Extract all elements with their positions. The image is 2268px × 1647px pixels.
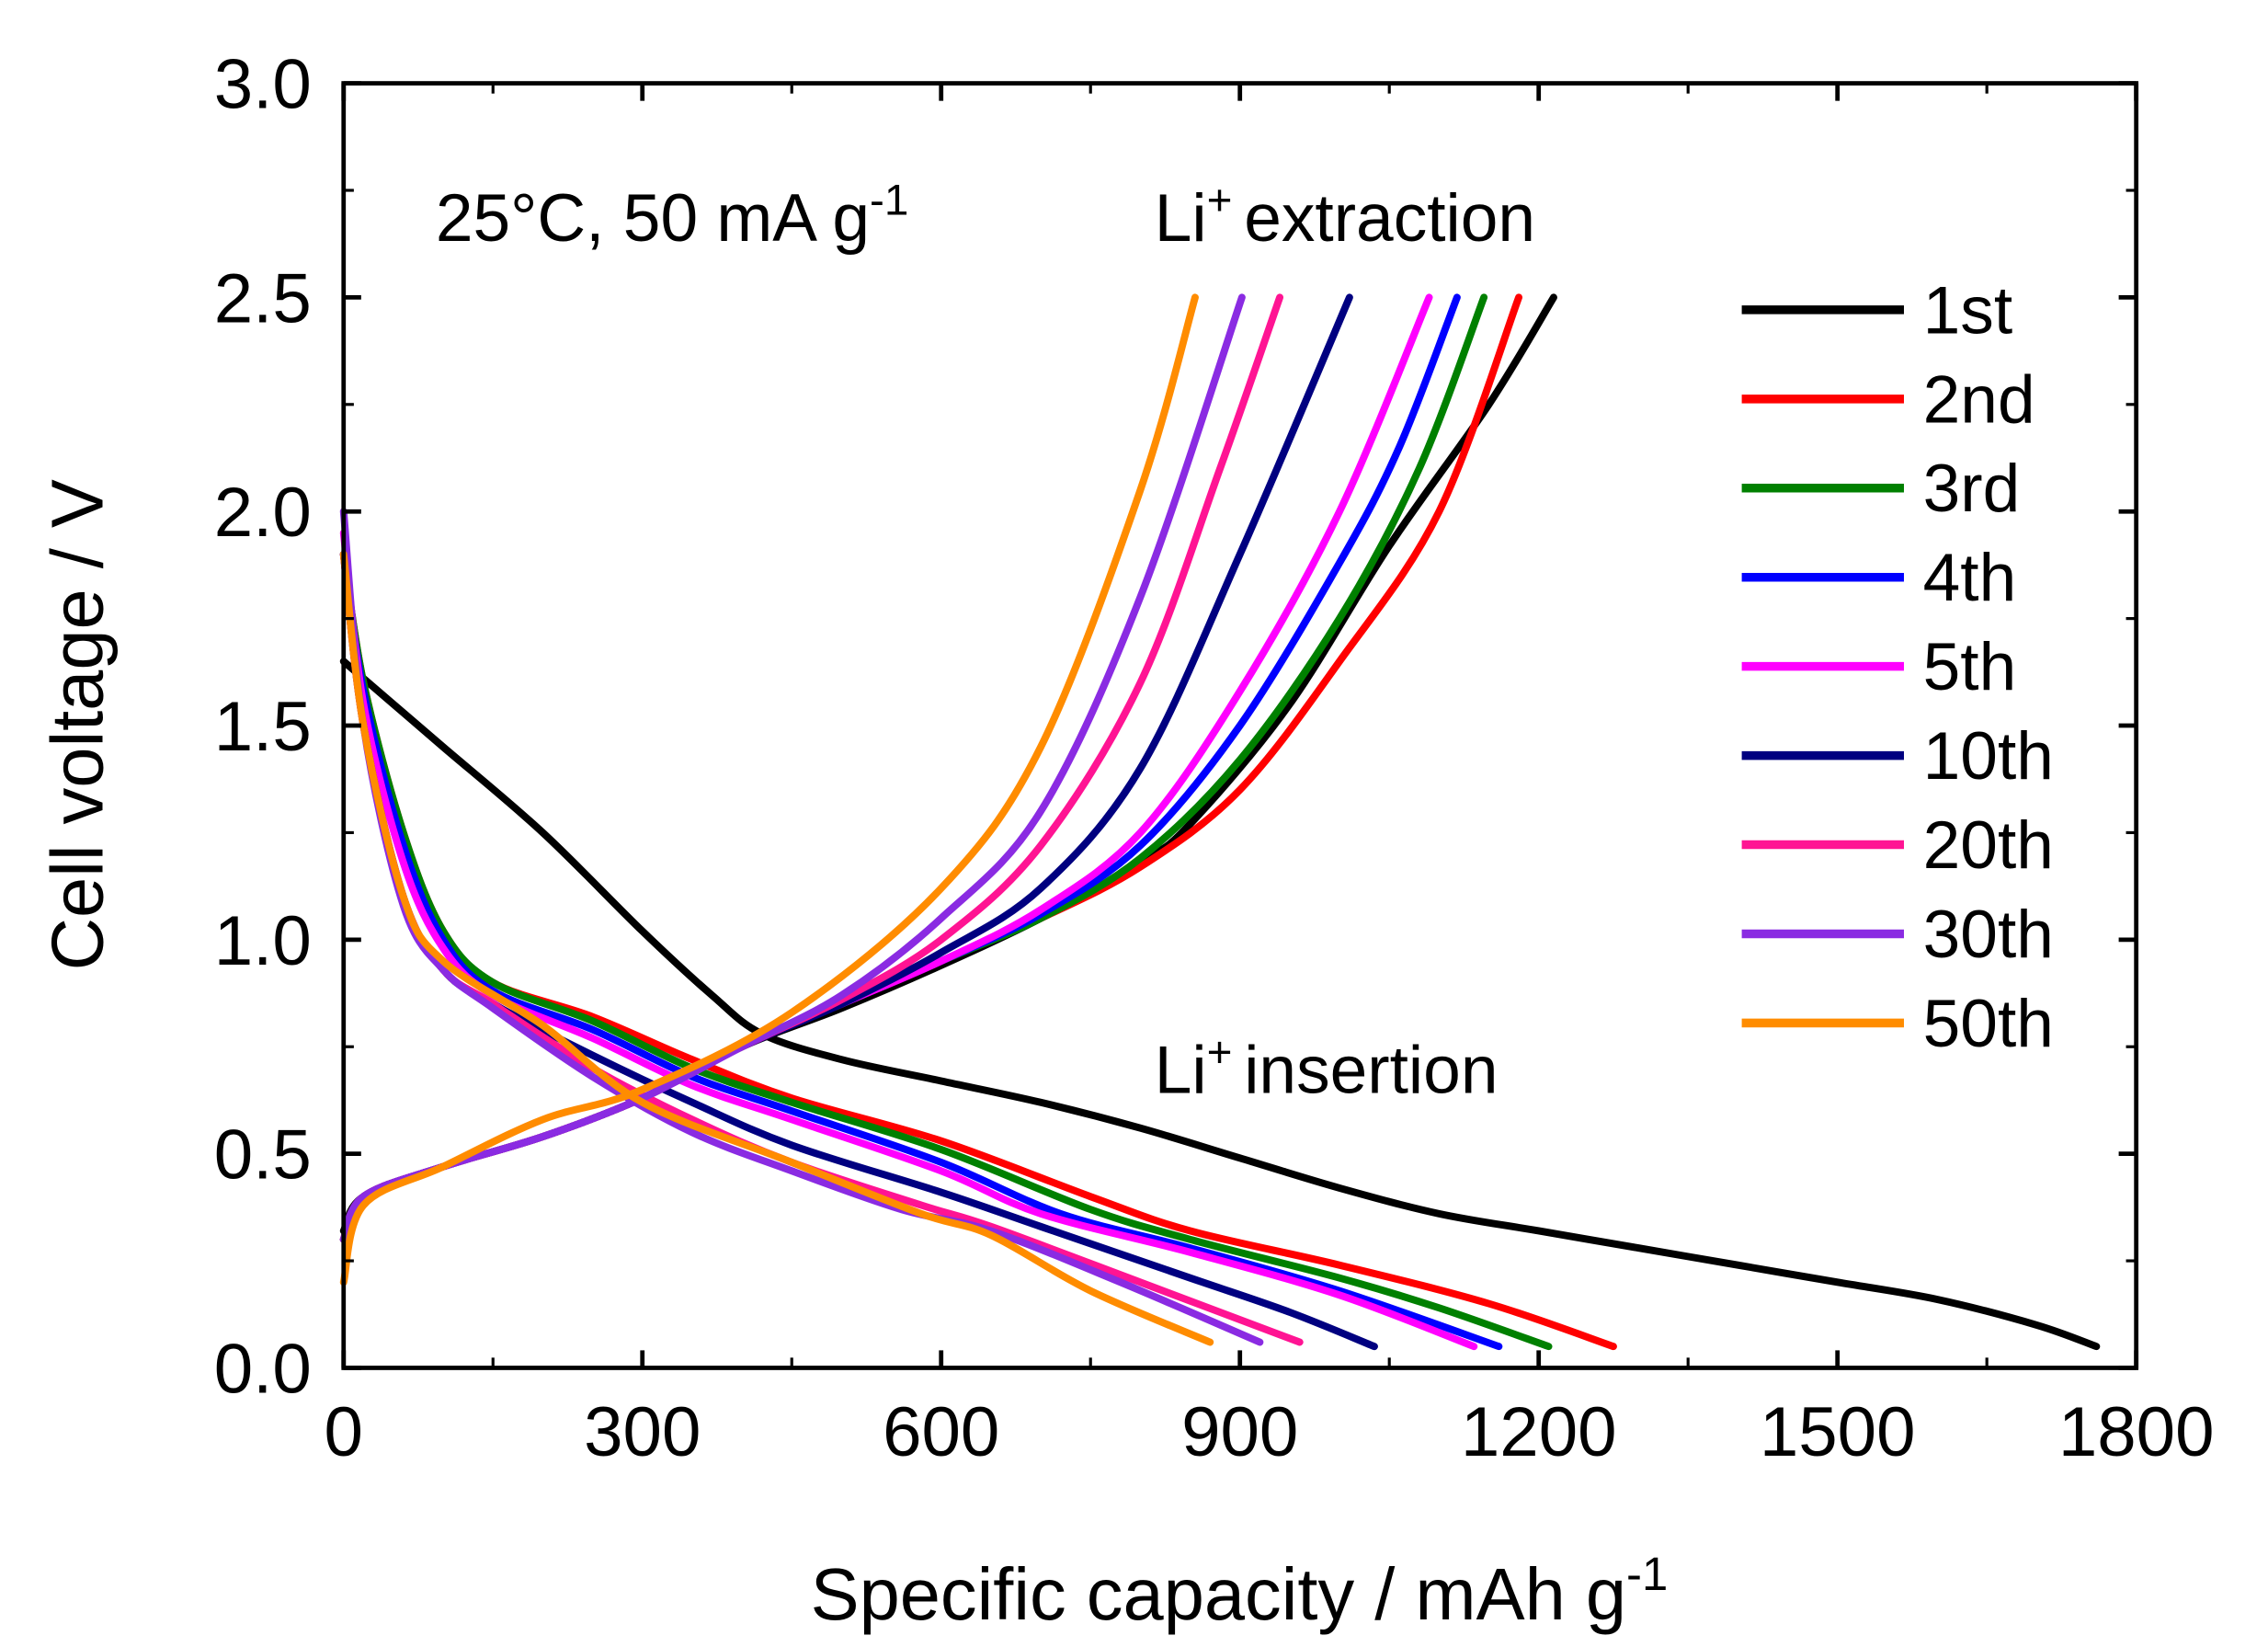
x-tick-label: 1500 xyxy=(1760,1393,1916,1471)
series-50th-insertion-line xyxy=(339,550,1214,1346)
annotation-extraction: Li+ extraction xyxy=(1155,177,1535,257)
legend-label: 5th xyxy=(1923,630,2017,704)
legend-item-2nd: 2nd xyxy=(1741,362,2035,437)
legend-label: 10th xyxy=(1923,719,2054,794)
annotation-insertion: Li+ insertion xyxy=(1155,1028,1499,1108)
x-tick-label: 0 xyxy=(325,1393,363,1471)
x-tick-label: 900 xyxy=(1181,1393,1298,1471)
x-tick-label: 1200 xyxy=(1461,1393,1617,1471)
legend-label: 4th xyxy=(1923,541,2017,615)
y-tick-label: 2.5 xyxy=(214,259,312,337)
legend-item-20th: 20th xyxy=(1741,808,2054,883)
legend-item-4th: 4th xyxy=(1741,541,2017,615)
legend-label: 1st xyxy=(1923,273,2013,348)
y-tick-label: 1.0 xyxy=(214,902,312,980)
x-tick-label: 300 xyxy=(584,1393,701,1471)
y-tick-label: 1.5 xyxy=(214,688,312,766)
legend-item-50th: 50th xyxy=(1741,987,2054,1061)
legend-label: 3rd xyxy=(1923,452,2021,526)
series-4th-insertion-line xyxy=(339,550,1503,1351)
legend-label: 20th xyxy=(1923,808,2054,883)
legend-label: 2nd xyxy=(1923,362,2035,437)
legend: 1st 2nd 3rd 4th 5th 10th 20th 30th 50th xyxy=(1741,273,2054,1061)
x-axis-label: Specific capacity / mAh g-1 xyxy=(811,1548,1669,1635)
curves xyxy=(339,293,2101,1351)
y-tick-label: 3.0 xyxy=(214,46,312,124)
series-5th-insertion-line xyxy=(339,529,1478,1351)
legend-item-3rd: 3rd xyxy=(1741,452,2021,526)
x-tick-label: 600 xyxy=(883,1393,999,1471)
legend-item-10th: 10th xyxy=(1741,719,2054,794)
x-tick-label: 1800 xyxy=(2058,1393,2215,1471)
legend-item-30th: 30th xyxy=(1741,898,2054,972)
series-3rd-insertion-line xyxy=(339,550,1553,1351)
y-tick-label: 0.0 xyxy=(214,1330,312,1408)
y-tick-label: 2.0 xyxy=(214,474,312,552)
legend-label: 50th xyxy=(1923,987,2054,1061)
y-axis-label: Cell voltage / V xyxy=(37,479,119,970)
legend-label: 30th xyxy=(1923,898,2054,972)
y-tick-label: 0.5 xyxy=(214,1116,312,1195)
axis-ticks: 0 300 600 900 1200 1500 1800 0.0 0.5 1.0 1.5 2.0 2.5… xyxy=(214,46,2215,1471)
series-10th-insertion-line xyxy=(339,550,1378,1351)
annotation-condition: 25°C, 50 mA g-1 xyxy=(436,177,909,257)
legend-item-1st: 1st xyxy=(1741,273,2013,348)
series-50th-extraction-line xyxy=(339,293,1199,1287)
series-1st-insertion-line xyxy=(339,658,2101,1351)
legend-item-5th: 5th xyxy=(1741,630,2017,704)
